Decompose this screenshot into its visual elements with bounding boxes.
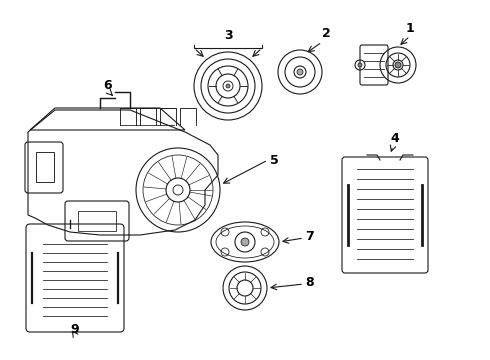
Circle shape: [226, 84, 230, 88]
Text: 2: 2: [321, 27, 330, 40]
Bar: [78, 211, 116, 231]
Circle shape: [297, 69, 303, 75]
Text: 8: 8: [305, 276, 314, 289]
Text: 9: 9: [71, 323, 79, 336]
Circle shape: [358, 63, 362, 67]
Text: 7: 7: [305, 230, 314, 243]
Circle shape: [395, 62, 401, 68]
Text: 4: 4: [391, 132, 399, 145]
Bar: [36, 152, 54, 182]
Circle shape: [241, 238, 249, 246]
Text: 3: 3: [224, 29, 232, 42]
Text: 6: 6: [104, 79, 112, 92]
Text: 5: 5: [270, 153, 279, 166]
Text: 1: 1: [406, 22, 415, 35]
